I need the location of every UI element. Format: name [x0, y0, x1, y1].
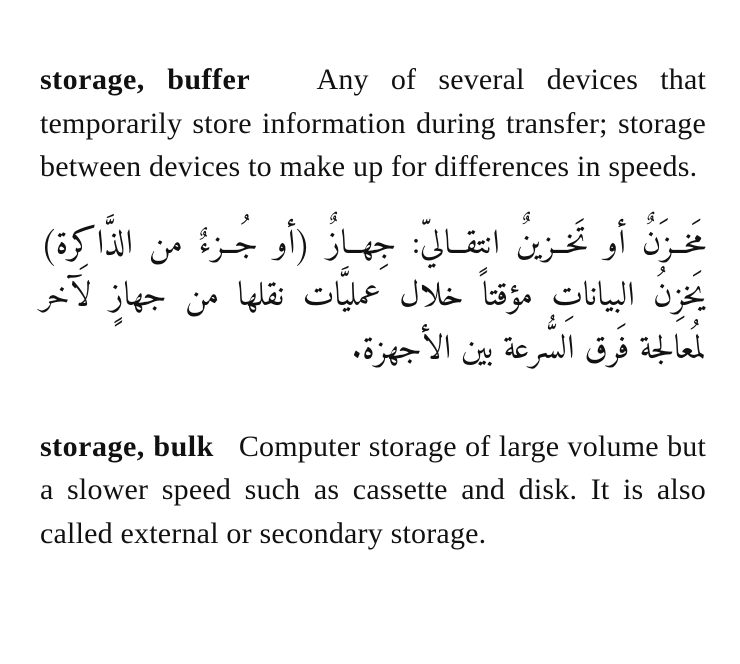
dictionary-entry: storage, buffer Any of several devices t…	[40, 58, 706, 377]
dictionary-entry: storage, bulk Computer storage of large …	[40, 425, 706, 556]
definition-arabic: مَخــزَنٌ أو تَخــزينٌ انتقــاليّ: جِهــ…	[40, 219, 706, 377]
definition-english: storage, bulk Computer storage of large …	[40, 425, 706, 556]
headword: storage, bulk	[40, 430, 214, 463]
definition-english: storage, buffer Any of several devices t…	[40, 58, 706, 189]
headword: storage, buffer	[40, 63, 250, 96]
